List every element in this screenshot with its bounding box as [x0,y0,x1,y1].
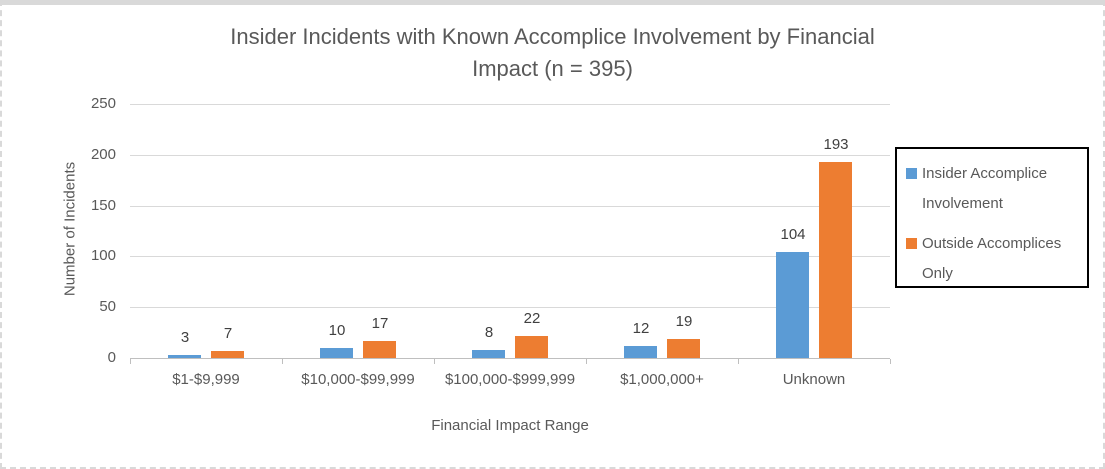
x-tick-label-1-9-999: $1-$9,999 [172,371,240,388]
gridline [130,256,890,257]
gridline [130,155,890,156]
legend-item-label: Insider Accomplice Involvement [922,165,1048,212]
bar-value-label: 104 [780,226,806,243]
bar-value-label: 12 [632,320,650,337]
axis-tick-mark [130,359,131,364]
x-tick-label-100-000-999-999: $100,000-$999,999 [444,371,576,388]
legend-item-label: Outside Accomplices Only [922,235,1062,282]
gridline [130,206,890,207]
gridline [130,104,890,105]
bar-outside-accomplices-only-1-9-999 [211,351,244,358]
bar-value-label: 3 [180,329,190,346]
y-tick-label: 150 [90,197,116,214]
gridline [130,307,890,308]
bar-value-label: 17 [371,315,389,332]
y-tick-label: 250 [90,95,116,112]
chart-title-line-1: Insider Incidents with Known Accomplice … [230,24,875,49]
bar-outside-accomplices-only-unknown [819,162,852,358]
bar-outside-accomplices-only-10-000-99-999 [363,341,396,358]
y-axis-title: Number of Incidents [61,161,79,297]
legend-color-swatch-icon [906,238,917,249]
x-tick-label-10-000-99-999: $10,000-$99,999 [301,371,415,388]
legend-item-outside-accomplices-only: Outside Accomplices Only [906,229,1087,289]
chart-title-line-2: Impact (n = 395) [472,56,633,81]
bar-insider-accomplice-involvement-1-000-000 [624,346,657,358]
axis-tick-mark [890,359,891,364]
axis-tick-mark [282,359,283,364]
x-axis-title: Financial Impact Range [431,417,589,434]
chart-title: Insider Incidents with Known Accomplice … [2,21,1103,85]
bar-outside-accomplices-only-100-000-999-999 [515,336,548,358]
bar-value-label: 8 [484,324,494,341]
bar-value-label: 22 [523,310,541,327]
y-tick-label: 50 [99,298,116,315]
bar-value-label: 7 [223,325,233,342]
y-tick-label: 100 [90,247,116,264]
axis-tick-mark [738,359,739,364]
legend-color-swatch-icon [906,168,917,179]
y-tick-label: 200 [90,146,116,163]
y-tick-label: 0 [107,349,116,366]
legend-item-insider-accomplice-involvement: Insider Accomplice Involvement [906,159,1087,219]
bar-insider-accomplice-involvement-unknown [776,252,809,358]
bar-value-label: 193 [823,136,849,153]
axis-tick-mark [586,359,587,364]
bar-insider-accomplice-involvement-100-000-999-999 [472,350,505,358]
axis-tick-mark [434,359,435,364]
x-tick-label-unknown: Unknown [782,371,846,388]
bar-outside-accomplices-only-1-000-000 [667,339,700,358]
bar-value-label: 10 [328,322,346,339]
bar-insider-accomplice-involvement-10-000-99-999 [320,348,353,358]
x-axis-line [130,358,890,359]
bar-value-label: 19 [675,313,693,330]
bar-insider-accomplice-involvement-1-9-999 [168,355,201,358]
legend: Insider Accomplice Involvement Outside Ac… [895,147,1089,288]
x-tick-label-1-000-000: $1,000,000+ [620,371,704,388]
